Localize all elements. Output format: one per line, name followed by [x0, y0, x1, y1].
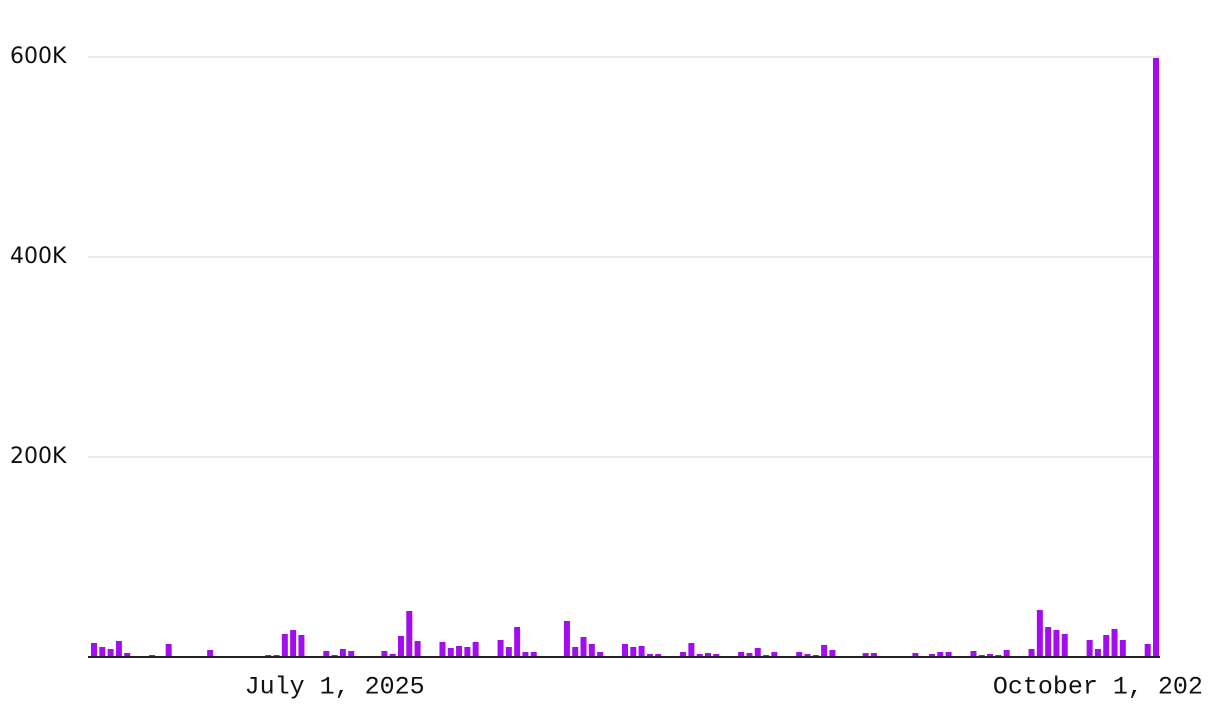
bar [1153, 58, 1159, 657]
bar [704, 653, 711, 657]
bar [1053, 630, 1060, 657]
y-tick-label: 600K [10, 44, 67, 69]
bar [1036, 610, 1043, 657]
x-tick-label: October 1, 202 [993, 673, 1203, 702]
bar [522, 652, 529, 657]
bar [1003, 650, 1010, 657]
bar [638, 646, 645, 657]
bar [738, 652, 745, 657]
bar [688, 643, 695, 657]
bar [563, 621, 570, 657]
bar [497, 640, 504, 657]
bar [447, 648, 454, 657]
bar [348, 651, 355, 657]
bar [1094, 649, 1101, 657]
bar [588, 644, 595, 657]
bar [298, 635, 305, 657]
bar [406, 611, 413, 657]
bar [99, 647, 106, 657]
bar [381, 651, 388, 657]
bar [207, 650, 214, 657]
bar [945, 652, 952, 657]
bar [870, 653, 877, 657]
bar [713, 654, 720, 657]
bar [796, 652, 803, 657]
bar [680, 652, 687, 657]
bar [1086, 640, 1093, 657]
bar [821, 645, 828, 657]
bar [597, 652, 604, 657]
bar [91, 643, 97, 657]
bar [655, 654, 662, 657]
bar [414, 641, 421, 657]
bar [646, 654, 653, 657]
bar [622, 644, 628, 657]
x-tick-label: July 1, 2025 [245, 673, 425, 702]
bar [115, 641, 122, 657]
bar [1144, 644, 1151, 657]
bar [281, 634, 288, 657]
bar [829, 650, 836, 657]
bar [472, 642, 479, 657]
bar [862, 653, 869, 657]
bar [323, 651, 330, 657]
bar [804, 654, 811, 657]
bar [397, 636, 404, 657]
bar [1061, 634, 1068, 657]
bar [107, 649, 114, 657]
bar [912, 653, 919, 657]
bar [1028, 649, 1035, 657]
bar [339, 649, 346, 657]
bar [464, 647, 471, 657]
y-tick-label: 400K [10, 244, 67, 269]
bar [290, 630, 297, 657]
bar [970, 651, 977, 657]
bar [696, 654, 703, 657]
bar [572, 647, 579, 657]
bar [124, 653, 131, 657]
bar [1111, 629, 1118, 657]
bar [1045, 627, 1052, 657]
bar [456, 646, 463, 657]
bar [439, 642, 446, 657]
bar [530, 652, 537, 657]
bar [937, 652, 944, 657]
bar [165, 644, 172, 657]
bar [505, 647, 512, 657]
y-tick-label: 200K [10, 444, 67, 469]
bar [580, 637, 587, 657]
bar [754, 648, 761, 657]
bar [928, 654, 935, 657]
bar [630, 647, 637, 657]
bar [1103, 635, 1110, 657]
bar [987, 654, 994, 657]
bar [1119, 640, 1126, 657]
bar [389, 654, 396, 657]
bar [514, 627, 521, 657]
bar [746, 653, 753, 657]
bar [771, 652, 778, 657]
